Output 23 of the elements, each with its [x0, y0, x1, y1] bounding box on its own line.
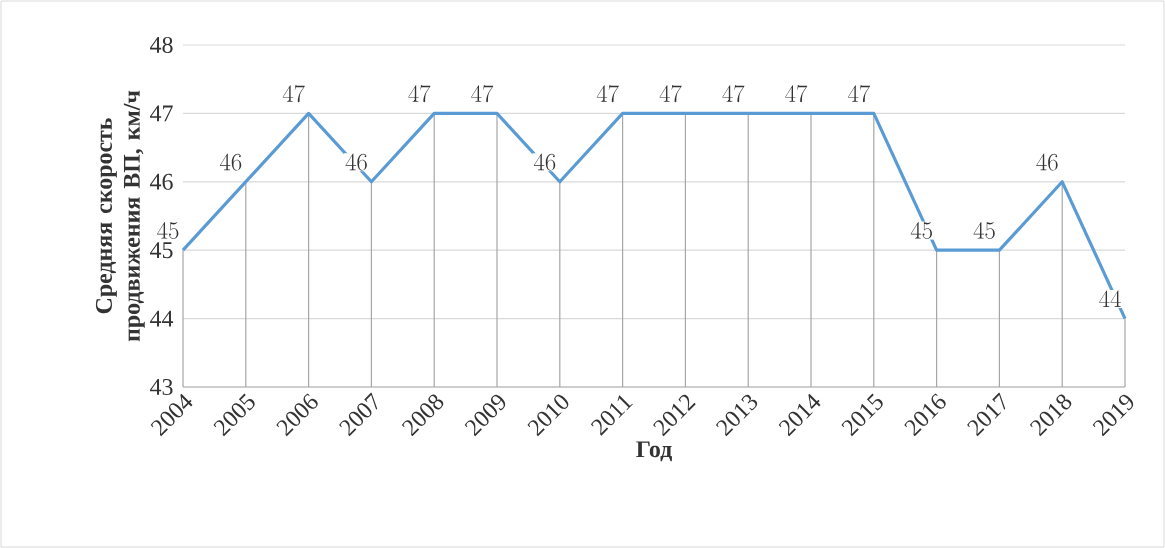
y-axis-title: Средняя скорость продвижения ВП, км/ч	[95, 90, 145, 342]
y-tick-label: 45	[150, 242, 173, 259]
data-label: 45	[910, 222, 932, 239]
y-tick-label: 44	[150, 310, 174, 327]
data-label: 47	[722, 85, 745, 103]
y-tick-label: 46	[150, 173, 173, 190]
data-label: 46	[345, 153, 367, 171]
data-label: 44	[1099, 290, 1121, 307]
y-tick-label: 48	[150, 36, 173, 54]
data-label: 47	[847, 85, 870, 103]
data-label: 47	[471, 85, 494, 103]
data-label: 45	[973, 222, 995, 239]
y-tick-label: 43	[150, 378, 173, 396]
data-label: 46	[1036, 153, 1058, 171]
y-tick-label: 47	[150, 105, 173, 122]
data-label: 47	[282, 85, 305, 103]
data-label: 46	[533, 153, 556, 171]
data-label: 46	[219, 153, 242, 171]
data-label: 47	[659, 85, 682, 103]
data-label: 47	[785, 85, 808, 103]
x-axis-title: Год	[636, 441, 672, 462]
data-label: 47	[408, 85, 431, 103]
data-label: 47	[596, 85, 619, 103]
